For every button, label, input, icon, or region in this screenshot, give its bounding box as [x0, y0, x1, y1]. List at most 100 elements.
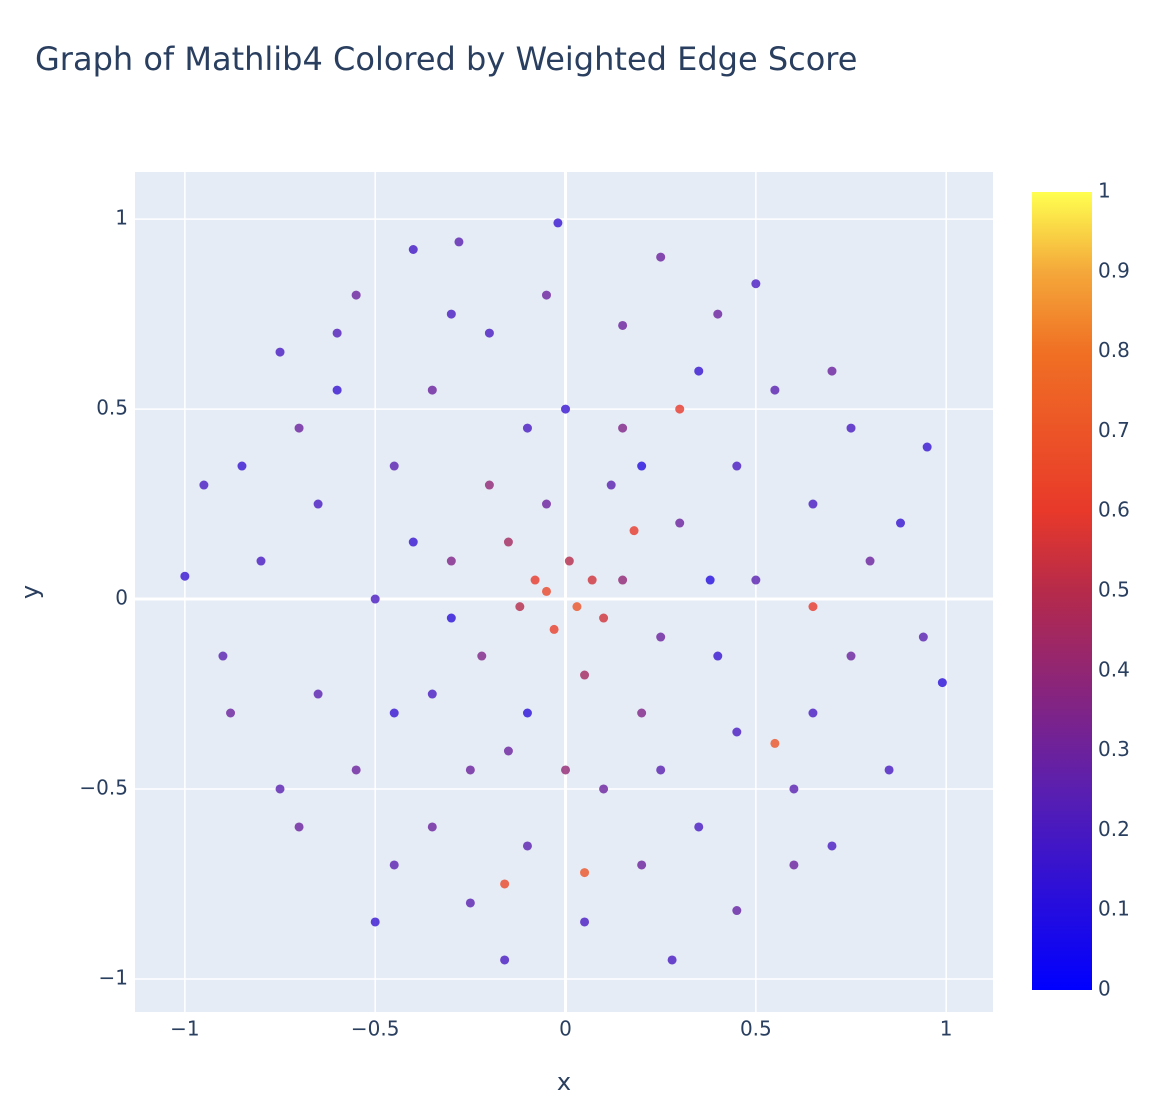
point: [484, 480, 494, 490]
point: [408, 537, 418, 547]
colorbar-tick-label: 1: [1098, 179, 1111, 203]
point: [427, 689, 437, 699]
y-tick-label: 1: [115, 206, 128, 230]
point: [427, 385, 437, 395]
colorbar-tick-label: 0.6: [1098, 498, 1130, 522]
point: [629, 526, 639, 536]
point: [465, 765, 475, 775]
point: [918, 632, 928, 642]
point: [884, 765, 894, 775]
point: [865, 556, 875, 566]
point: [218, 651, 228, 661]
colorbar-tick-label: 0.7: [1098, 418, 1130, 442]
point: [922, 442, 932, 452]
point: [408, 245, 418, 255]
point: [313, 689, 323, 699]
point: [808, 499, 818, 509]
point: [732, 727, 742, 737]
point: [561, 404, 571, 414]
x-axis-label: x: [557, 1068, 571, 1096]
point: [351, 290, 361, 300]
point: [667, 955, 677, 965]
point: [351, 765, 361, 775]
point: [846, 423, 856, 433]
point: [389, 708, 399, 718]
point: [389, 461, 399, 471]
point: [587, 575, 597, 585]
x-tick-label: −1: [170, 1017, 199, 1041]
point: [618, 320, 628, 330]
y-tick-label: −1: [99, 965, 128, 989]
colorbar-tick-label: 0.1: [1098, 897, 1130, 921]
point: [637, 461, 647, 471]
point: [808, 602, 818, 612]
colorbar-tick-label: 0.9: [1098, 258, 1130, 282]
plot-area: [135, 172, 993, 1012]
chart-title: Graph of Mathlib4 Colored by Weighted Ed…: [35, 40, 857, 78]
point: [789, 860, 799, 870]
point: [637, 708, 647, 718]
point: [827, 366, 837, 376]
y-tick-label: 0: [115, 586, 128, 610]
point: [541, 290, 551, 300]
point: [389, 860, 399, 870]
point: [515, 602, 525, 612]
point: [503, 537, 513, 547]
point: [808, 708, 818, 718]
point: [732, 461, 742, 471]
point: [446, 556, 456, 566]
point: [541, 586, 551, 596]
x-tick-label: 0: [559, 1017, 572, 1041]
point: [751, 279, 761, 289]
point: [294, 822, 304, 832]
point: [446, 613, 456, 623]
point: [275, 347, 285, 357]
point: [675, 404, 685, 414]
y-tick-label: 0.5: [96, 396, 128, 420]
point: [275, 784, 285, 794]
point: [294, 423, 304, 433]
point: [580, 868, 590, 878]
point: [446, 309, 456, 319]
points: [180, 218, 947, 965]
point: [541, 499, 551, 509]
point: [694, 822, 704, 832]
point: [484, 328, 494, 338]
point: [564, 556, 574, 566]
point: [656, 252, 666, 262]
point: [522, 841, 532, 851]
point: [370, 594, 380, 604]
point: [313, 499, 323, 509]
point: [751, 575, 761, 585]
point: [561, 765, 571, 775]
point: [732, 906, 742, 916]
point: [477, 651, 487, 661]
point: [599, 784, 609, 794]
point: [713, 309, 723, 319]
colorbar-tick-label: 0.4: [1098, 657, 1130, 681]
point: [530, 575, 540, 585]
point: [370, 917, 380, 927]
colorbar: [1032, 192, 1092, 990]
point: [427, 822, 437, 832]
point: [500, 955, 510, 965]
x-tick-label: −0.5: [351, 1017, 400, 1041]
point: [500, 879, 510, 889]
point: [846, 651, 856, 661]
point: [256, 556, 266, 566]
y-tick-label: −0.5: [79, 775, 128, 799]
point: [770, 738, 780, 748]
point: [549, 624, 559, 634]
point: [522, 423, 532, 433]
point: [789, 784, 799, 794]
point: [656, 632, 666, 642]
point: [705, 575, 715, 585]
point: [553, 218, 563, 228]
point: [827, 841, 837, 851]
point: [618, 423, 628, 433]
point: [237, 461, 247, 471]
point: [675, 518, 685, 528]
point: [618, 575, 628, 585]
